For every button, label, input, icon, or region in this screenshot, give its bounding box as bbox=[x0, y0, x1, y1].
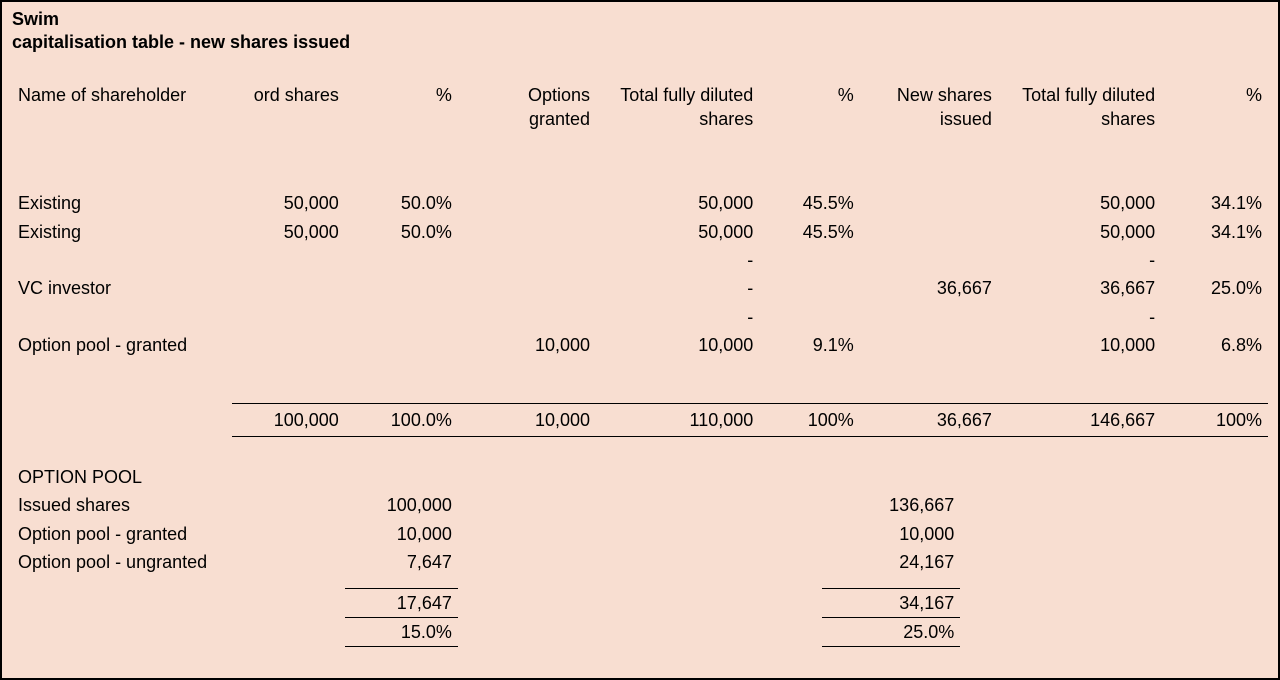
cell-ord-pct: 50.0% bbox=[345, 189, 458, 217]
col-diluted2: Total fully diluted shares bbox=[998, 81, 1161, 134]
cell-ord: 50,000 bbox=[232, 189, 345, 217]
option-pool-row: Issued shares 100,000 136,667 bbox=[12, 491, 1268, 519]
op-b-sum: 34,167 bbox=[822, 588, 960, 617]
table-row: Existing 50,000 50.0% 50,000 45.5% 50,00… bbox=[12, 189, 1268, 217]
cap-table: Name of shareholder ord shares % Options… bbox=[12, 81, 1268, 437]
cell-opt bbox=[458, 189, 596, 217]
total-dil1-pct: 100% bbox=[759, 403, 859, 436]
col-ord-pct: % bbox=[345, 81, 458, 134]
cell-dil2: 50,000 bbox=[998, 189, 1161, 217]
company-title: Swim bbox=[12, 8, 1268, 31]
total-ord: 100,000 bbox=[232, 403, 345, 436]
totals-row: 100,000 100.0% 10,000 110,000 100% 36,66… bbox=[12, 403, 1268, 436]
option-pool-row: Option pool - granted 10,000 10,000 bbox=[12, 520, 1268, 548]
total-dil2-pct: 100% bbox=[1161, 403, 1268, 436]
total-new: 36,667 bbox=[860, 403, 998, 436]
op-b-granted: 10,000 bbox=[822, 520, 960, 548]
col-ord: ord shares bbox=[232, 81, 345, 134]
total-ord-pct: 100.0% bbox=[345, 403, 458, 436]
total-dil2: 146,667 bbox=[998, 403, 1161, 436]
total-dil1: 110,000 bbox=[596, 403, 759, 436]
option-pool-heading: OPTION POOL bbox=[12, 463, 232, 491]
cell-name: Existing bbox=[12, 189, 232, 217]
op-a-ungranted: 7,647 bbox=[345, 548, 458, 576]
col-options: Options granted bbox=[458, 81, 596, 134]
col-diluted2-pct: % bbox=[1161, 81, 1268, 134]
table-subtitle: capitalisation table - new shares issued bbox=[12, 31, 1268, 54]
op-label: Issued shares bbox=[12, 491, 232, 519]
option-pool-row: Option pool - ungranted 7,647 24,167 bbox=[12, 548, 1268, 576]
op-label: Option pool - granted bbox=[12, 520, 232, 548]
cell-dil2-pct: 34.1% bbox=[1161, 189, 1268, 217]
op-a-pct: 15.0% bbox=[345, 617, 458, 646]
table-row: Existing 50,000 50.0% 50,000 45.5% 50,00… bbox=[12, 218, 1268, 246]
cell-new bbox=[860, 189, 998, 217]
op-b-ungranted: 24,167 bbox=[822, 548, 960, 576]
option-pool-sum-row: 17,647 34,167 bbox=[12, 588, 1268, 617]
table-row: VC investor - 36,667 36,667 25.0% bbox=[12, 274, 1268, 302]
cell-name: Existing bbox=[12, 218, 232, 246]
table-row: Option pool - granted 10,000 10,000 9.1%… bbox=[12, 331, 1268, 359]
col-diluted1-pct: % bbox=[759, 81, 859, 134]
total-opt: 10,000 bbox=[458, 403, 596, 436]
op-b-issued: 136,667 bbox=[822, 491, 960, 519]
col-name: Name of shareholder bbox=[12, 81, 232, 134]
col-diluted1: Total fully diluted shares bbox=[596, 81, 759, 134]
op-label: Option pool - ungranted bbox=[12, 548, 232, 576]
op-b-pct: 25.0% bbox=[822, 617, 960, 646]
col-new-shares: New shares issued bbox=[860, 81, 998, 134]
option-pool-pct-row: 15.0% 25.0% bbox=[12, 617, 1268, 646]
op-a-issued: 100,000 bbox=[345, 491, 458, 519]
op-a-granted: 10,000 bbox=[345, 520, 458, 548]
header-row: Name of shareholder ord shares % Options… bbox=[12, 81, 1268, 134]
table-row: - - bbox=[12, 303, 1268, 331]
cell-dil1: 50,000 bbox=[596, 189, 759, 217]
table-row: - - bbox=[12, 246, 1268, 274]
cell-dil1-pct: 45.5% bbox=[759, 189, 859, 217]
option-pool-section: OPTION POOL Issued shares 100,000 136,66… bbox=[12, 463, 1268, 647]
op-a-sum: 17,647 bbox=[345, 588, 458, 617]
